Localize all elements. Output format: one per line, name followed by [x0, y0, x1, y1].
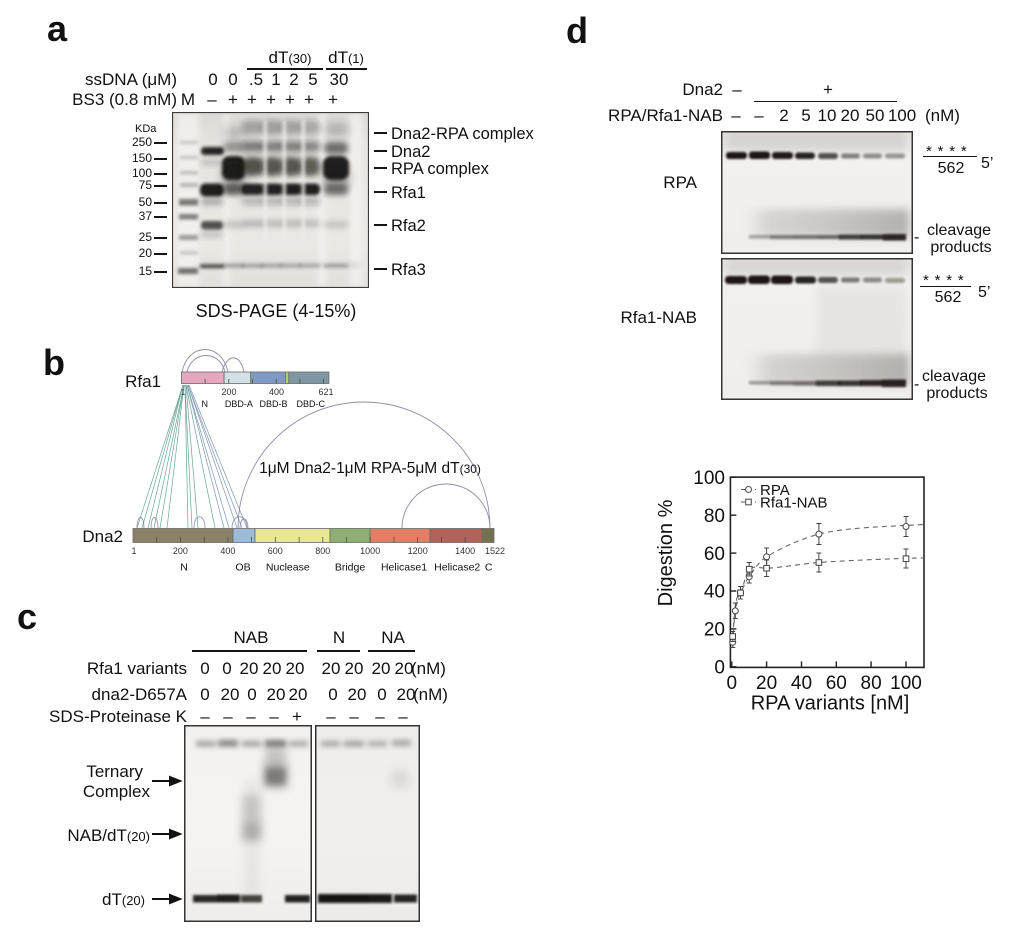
- svg-text:N: N: [180, 562, 188, 574]
- svg-text:C: C: [485, 562, 493, 574]
- svg-text:600: 600: [268, 546, 283, 556]
- svg-text:Helicase1: Helicase1: [381, 562, 427, 574]
- svg-text:OB: OB: [235, 562, 250, 574]
- svg-text:20: 20: [704, 620, 725, 641]
- svg-text:RPA variants [nM]: RPA variants [nM]: [751, 693, 910, 715]
- svg-text:Nuclease: Nuclease: [266, 562, 310, 574]
- svg-text:DBD-A: DBD-A: [225, 399, 253, 409]
- svg-text:N: N: [201, 399, 208, 409]
- svg-text:0: 0: [714, 658, 725, 679]
- svg-text:DBD-C: DBD-C: [297, 399, 326, 409]
- svg-text:400: 400: [220, 546, 235, 556]
- svg-text:1400: 1400: [455, 546, 475, 556]
- svg-text:0: 0: [727, 673, 738, 694]
- svg-text:400: 400: [269, 387, 284, 397]
- svg-text:40: 40: [791, 673, 812, 694]
- svg-text:Bridge: Bridge: [335, 562, 366, 574]
- svg-text:60: 60: [826, 673, 847, 694]
- svg-text:80: 80: [704, 506, 725, 527]
- svg-text:20: 20: [756, 673, 777, 694]
- svg-text:100: 100: [890, 673, 922, 694]
- svg-text:1000: 1000: [360, 546, 380, 556]
- svg-text:100: 100: [693, 468, 725, 489]
- svg-text:DBD-B: DBD-B: [259, 399, 287, 409]
- svg-text:Rfa1-NAB: Rfa1-NAB: [760, 495, 828, 512]
- svg-text:800: 800: [315, 546, 330, 556]
- svg-text:Digestion %: Digestion %: [655, 499, 677, 606]
- svg-text:RPA: RPA: [760, 482, 790, 499]
- svg-text:1μM Dna2-1μM RPA-5μM dT(30): 1μM Dna2-1μM RPA-5μM dT(30): [259, 460, 481, 477]
- svg-text:200: 200: [173, 546, 188, 556]
- svg-text:60: 60: [704, 544, 725, 565]
- svg-text:Rfa1: Rfa1: [125, 372, 161, 391]
- svg-text:1522: 1522: [485, 546, 505, 556]
- svg-text:200: 200: [221, 387, 236, 397]
- svg-text:80: 80: [861, 673, 882, 694]
- svg-text:40: 40: [704, 582, 725, 603]
- svg-text:Helicase2: Helicase2: [434, 562, 480, 574]
- svg-text:1: 1: [181, 388, 186, 397]
- svg-text:621: 621: [318, 387, 333, 397]
- svg-text:Dna2: Dna2: [82, 527, 123, 546]
- svg-text:1200: 1200: [408, 546, 428, 556]
- svg-text:1: 1: [131, 546, 136, 556]
